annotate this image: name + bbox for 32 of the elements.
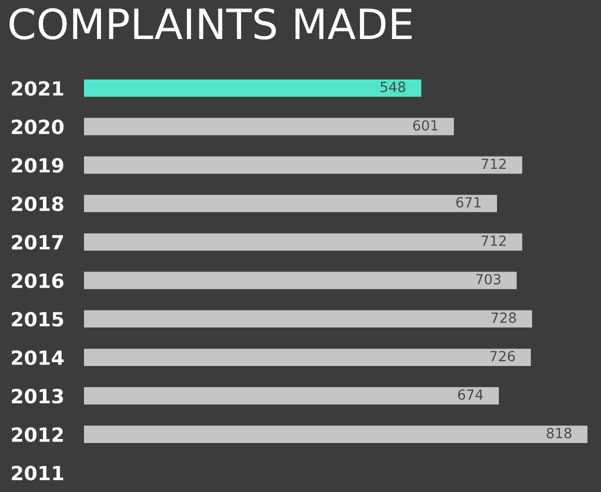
data-label: 671 [456,197,481,208]
data-label: 703 [476,274,500,284]
data-label: 548 [380,82,406,92]
bar [84,156,522,174]
bar [84,426,588,443]
bar [84,387,499,404]
bar [84,118,454,136]
data-label: 818 [546,428,572,438]
y-tick-label: 2017 [12,234,63,250]
y-tick-label: 2016 [12,273,64,288]
y-tick-label: 2012 [12,427,63,442]
chart-title: COMPLAINTS MADE [10,8,412,40]
bar [84,310,532,328]
bar [84,233,522,251]
data-label: 728 [492,312,516,323]
data-label: 674 [458,389,483,400]
y-tick-label: 2015 [12,312,64,327]
data-label: 712 [482,158,506,169]
bar [84,79,422,97]
y-tick-label: 2013 [12,388,63,404]
y-tick-label: 2018 [12,196,64,212]
y-tick-label: 2019 [12,158,64,173]
data-label: 601 [413,120,438,131]
data-label: 726 [490,350,515,362]
y-tick-label: 2014 [12,350,64,366]
y-tick-label: 2021 [12,81,64,96]
y-tick-label: 2020 [12,120,64,134]
y-tick-label: 2011 [12,466,64,480]
data-label: 712 [482,236,506,246]
bar [84,272,517,290]
bar [84,348,531,366]
bar [84,194,497,212]
